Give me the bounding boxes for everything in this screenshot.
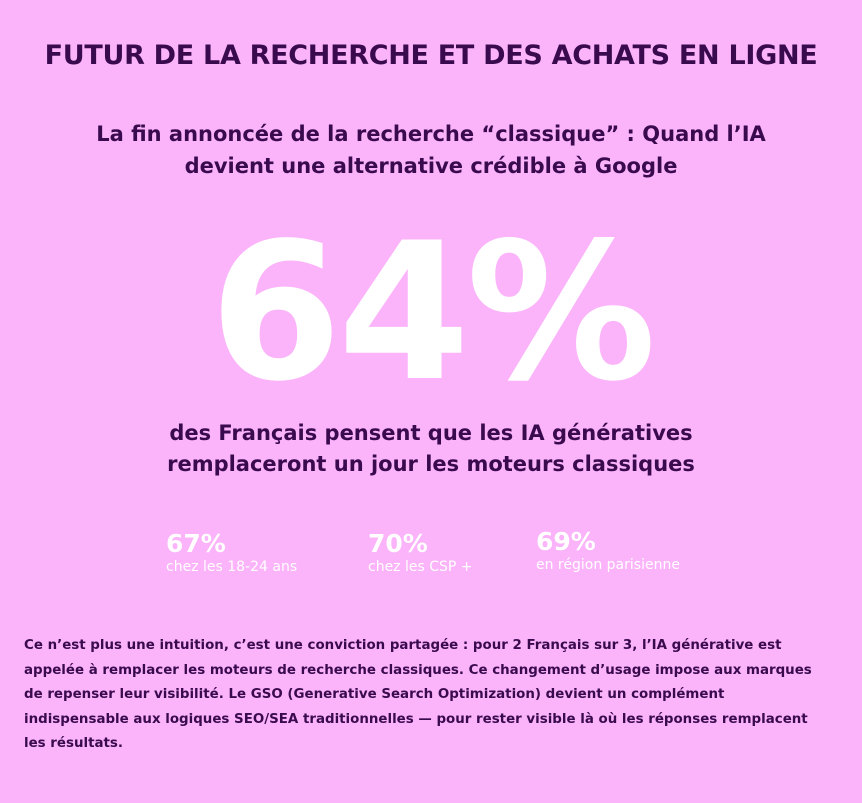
body-line: les résultats. xyxy=(24,736,123,751)
main-stat-description-line-1: des Français pensent que les IA générati… xyxy=(169,421,693,445)
stat-paris-region: 69% en région parisienne xyxy=(536,528,680,574)
main-stat-description: des Français pensent que les IA générati… xyxy=(0,418,862,480)
body-line: indispensable aux logiques SEO/SEA tradi… xyxy=(24,711,808,727)
stat-value: 69% xyxy=(536,527,596,556)
main-stat-description-line-2: remplaceront un jour les moteurs classiq… xyxy=(167,452,695,476)
stat-csp-plus: 70% chez les CSP + xyxy=(368,530,473,576)
main-stat-value: 64% xyxy=(209,202,657,423)
stat-18-24: 67% chez les 18-24 ans xyxy=(166,530,297,576)
stat-label: chez les CSP + xyxy=(368,559,473,575)
subtitle-line-2: devient une alternative crédible à Googl… xyxy=(184,154,678,178)
subtitle: La fin annoncée de la recherche “classiq… xyxy=(0,118,862,182)
body-paragraph: Ce n’est plus une intuition, c’est une c… xyxy=(24,634,824,757)
body-line: de repenser leur visibilité. Le GSO (Gen… xyxy=(24,687,725,702)
body-line: appelée à remplacer les moteurs de reche… xyxy=(24,662,812,678)
stat-value: 70% xyxy=(368,529,428,558)
stat-value: 67% xyxy=(166,529,226,558)
subtitle-line-1: La fin annoncée de la recherche “classiq… xyxy=(96,122,766,146)
stat-label: chez les 18-24 ans xyxy=(166,559,298,575)
page-title: FUTUR DE LA RECHERCHE ET DES ACHATS EN L… xyxy=(44,40,818,71)
stat-label: en région parisienne xyxy=(536,557,680,573)
body-line: Ce n’est plus une intuition, c’est une c… xyxy=(24,638,782,653)
